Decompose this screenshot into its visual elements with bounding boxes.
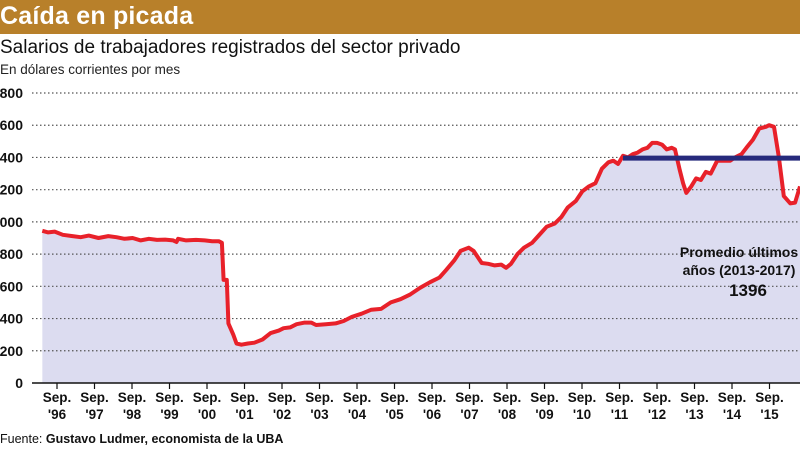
y-tick-label: 1000 (0, 214, 23, 230)
y-tick-label: 1800 (0, 85, 23, 101)
y-tick-label: 400 (0, 311, 23, 327)
average-value-label: 1396 (729, 281, 767, 300)
source-note: Fuente: Gustavo Ludmer, economista de la… (0, 432, 283, 446)
y-tick-label: 0 (15, 375, 23, 391)
x-tick-label-year: '00 (198, 407, 216, 422)
x-tick-label-month: Sep. (155, 390, 184, 405)
x-tick-label-year: '96 (48, 407, 67, 422)
x-tick-label-month: Sep. (643, 390, 672, 405)
y-tick-label: 200 (0, 343, 23, 359)
x-tick-label-year: '10 (573, 407, 591, 422)
x-tick-label-month: Sep. (755, 390, 784, 405)
x-tick-label-year: '97 (85, 407, 103, 422)
x-tick-label-month: Sep. (718, 390, 747, 405)
y-tick-label: 1200 (0, 182, 23, 198)
x-tick-label-month: Sep. (530, 390, 559, 405)
x-tick-label-month: Sep. (418, 390, 447, 405)
chart-title: Caída en picada (0, 2, 194, 30)
y-tick-label: 600 (0, 278, 23, 294)
x-tick-label-month: Sep. (380, 390, 409, 405)
x-tick-label-year: '07 (460, 407, 478, 422)
y-tick-label: 800 (0, 246, 23, 262)
y-tick-label: 1400 (0, 149, 23, 165)
average-label-line2: años (2013-2017) (683, 262, 796, 278)
x-tick-label-month: Sep. (118, 390, 147, 405)
area-fill (42, 125, 800, 383)
x-tick-label-year: '99 (160, 407, 178, 422)
x-tick-label-year: '06 (423, 407, 442, 422)
y-tick-label: 1600 (0, 117, 23, 133)
x-tick-label-year: '11 (611, 407, 629, 422)
chart-subtitle: Salarios de trabajadores registrados del… (0, 37, 461, 58)
x-tick-label-month: Sep. (343, 390, 372, 405)
title-banner: Caída en picada (0, 0, 800, 34)
x-tick-label-month: Sep. (605, 390, 634, 405)
x-tick-label-year: '13 (685, 407, 704, 422)
salary-line (41, 123, 800, 347)
x-tick-label-month: Sep. (680, 390, 709, 405)
x-tick-label-month: Sep. (493, 390, 522, 405)
x-tick-label-month: Sep. (455, 390, 484, 405)
source-credit: Gustavo Ludmer, economista de la UBA (45, 432, 284, 446)
x-tick-label-year: '09 (535, 407, 553, 422)
x-tick-label-year: '14 (723, 407, 742, 422)
x-tick-label-year: '02 (273, 407, 291, 422)
x-tick-label-year: '03 (310, 407, 329, 422)
x-tick-label-year: '05 (385, 407, 404, 422)
x-tick-label-year: '12 (648, 407, 666, 422)
x-tick-label-month: Sep. (80, 390, 109, 405)
x-tick-label-year: '08 (498, 407, 517, 422)
x-tick-label-month: Sep. (268, 390, 297, 405)
unit-label: En dólares corrientes por mes (0, 62, 181, 77)
x-tick-label-year: '01 (235, 407, 254, 422)
x-tick-label-year: '15 (760, 407, 779, 422)
x-tick-label-month: Sep. (230, 390, 259, 405)
average-label-line1: Promedio últimos (680, 244, 798, 260)
x-tick-label-month: Sep. (568, 390, 597, 405)
x-tick-label-year: '04 (348, 407, 367, 422)
x-tick-label-month: Sep. (193, 390, 222, 405)
x-tick-label-month: Sep. (43, 390, 72, 405)
source-prefix: Fuente: (0, 432, 46, 446)
x-tick-label-year: '98 (123, 407, 142, 422)
x-tick-label-month: Sep. (305, 390, 334, 405)
